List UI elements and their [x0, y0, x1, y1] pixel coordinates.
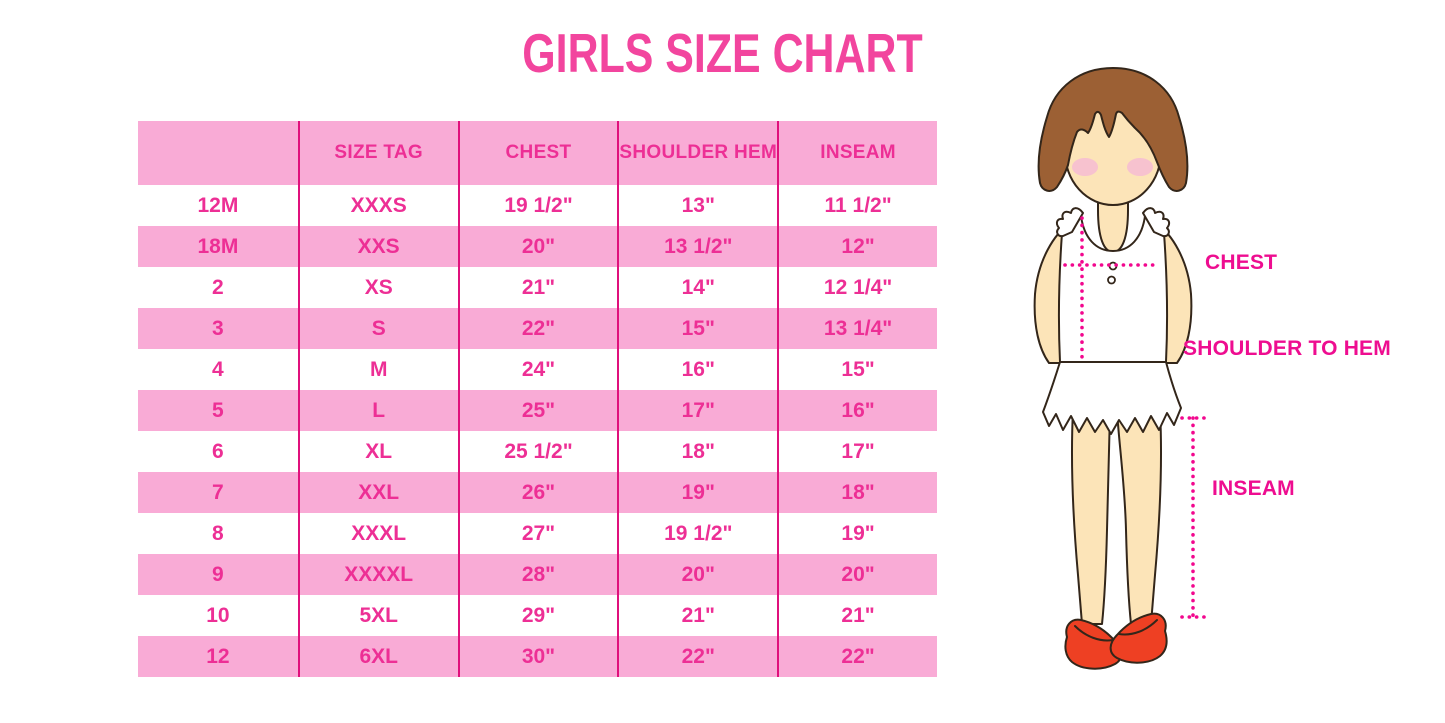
- table-row: 18M XXS 20" 13 1/2" 12": [138, 226, 937, 267]
- girl-blush-left: [1072, 158, 1098, 176]
- value-cell: 22": [617, 636, 777, 677]
- size-cell: 18M: [197, 234, 239, 258]
- header-cell-blank: [138, 121, 298, 185]
- table-header-row: SIZE TAG CHEST SHOULDER HEM INSEAM: [138, 121, 937, 185]
- value-cell: S: [297, 308, 458, 349]
- value-cell: 30": [457, 636, 618, 677]
- value-cell: 22": [457, 308, 618, 349]
- girls-size-table: SIZE TAG CHEST SHOULDER HEM INSEAM 12M XX…: [138, 121, 937, 677]
- value-cell: 27": [457, 513, 618, 554]
- value-cell: 21": [777, 595, 937, 636]
- girl-leg-right: [1116, 409, 1163, 625]
- header-cell-inseam: INSEAM: [777, 121, 937, 185]
- value-cell: 16": [617, 349, 777, 390]
- table-row: 4 M 24" 16" 15": [138, 349, 937, 390]
- value-cell: 13": [617, 185, 777, 226]
- shoulder-to-hem-label: SHOULDER TO HEM: [1183, 337, 1391, 360]
- table-row: 9 XXXXL 28" 20" 20": [138, 554, 937, 595]
- value-cell: 21": [457, 267, 618, 308]
- table-row: 10 5XL 29" 21" 21": [138, 595, 937, 636]
- chest-label: CHEST: [1205, 251, 1278, 274]
- size-cell: 9: [212, 562, 224, 586]
- girl-blush-right: [1127, 158, 1153, 176]
- value-cell: 20": [617, 554, 777, 595]
- girl-shoe-right: [1109, 612, 1168, 664]
- girl-top-button-2: [1107, 275, 1116, 285]
- value-cell: 15": [617, 308, 777, 349]
- value-cell: 20": [457, 226, 618, 267]
- value-cell: 29": [457, 595, 618, 636]
- value-cell: XXXS: [297, 185, 458, 226]
- size-cell: 3: [212, 316, 224, 340]
- value-cell: 19 1/2": [617, 513, 777, 554]
- girl-shoe-right-strap: [1118, 619, 1158, 636]
- table-row: 3 S 22" 15" 13 1/4": [138, 308, 937, 349]
- value-cell: 25": [457, 390, 618, 431]
- value-cell: 12 1/4": [777, 267, 937, 308]
- value-cell: XXS: [297, 226, 458, 267]
- value-cell: 18": [777, 472, 937, 513]
- size-cell: 2: [212, 275, 224, 299]
- size-cell: 8: [212, 521, 224, 545]
- girl-skirt: [1042, 361, 1182, 435]
- value-cell: L: [297, 390, 458, 431]
- value-cell: XXL: [297, 472, 458, 513]
- header-cell-size-tag: SIZE TAG: [297, 121, 458, 185]
- value-cell: 13 1/2": [617, 226, 777, 267]
- table-row: 12 6XL 30" 22" 22": [138, 636, 937, 677]
- value-cell: 12": [777, 226, 937, 267]
- value-cell: M: [297, 349, 458, 390]
- girl-ruffle-right: [1142, 207, 1171, 238]
- table-row: 8 XXXL 27" 19 1/2" 19": [138, 513, 937, 554]
- size-cell: 4: [212, 357, 224, 381]
- size-cell: 6: [212, 439, 224, 463]
- value-cell: 25 1/2": [457, 431, 618, 472]
- value-cell: XS: [297, 267, 458, 308]
- header-cell-chest: CHEST: [457, 121, 618, 185]
- size-cell: 5: [212, 398, 224, 422]
- value-cell: 18": [617, 431, 777, 472]
- size-cell: 12: [206, 644, 230, 668]
- girl-leg-left: [1070, 409, 1111, 625]
- girl-top: [1057, 215, 1169, 363]
- value-cell: 15": [777, 349, 937, 390]
- value-cell: 17": [777, 431, 937, 472]
- value-cell: XXXXL: [297, 554, 458, 595]
- value-cell: 17": [617, 390, 777, 431]
- table-row: 12M XXXS 19 1/2" 13" 11 1/2": [138, 185, 937, 226]
- value-cell: 20": [777, 554, 937, 595]
- size-cell: 10: [206, 603, 230, 627]
- table-row: 5 L 25" 17" 16": [138, 390, 937, 431]
- table-row: 2 XS 21" 14" 12 1/4": [138, 267, 937, 308]
- page-title: GIRLS SIZE CHART: [522, 22, 923, 84]
- value-cell: 19": [777, 513, 937, 554]
- size-cell: 7: [212, 480, 224, 504]
- inseam-label: INSEAM: [1212, 477, 1295, 500]
- value-cell: 22": [777, 636, 937, 677]
- value-cell: 14": [617, 267, 777, 308]
- size-table-body: 12M XXXS 19 1/2" 13" 11 1/2" 18M XXS 20" 13 1/2"…: [138, 185, 937, 677]
- girl-shoe-left-strap: [1074, 625, 1114, 642]
- value-cell: 28": [457, 554, 618, 595]
- value-cell: 13 1/4": [777, 308, 937, 349]
- size-cell: 12M: [197, 193, 239, 217]
- value-cell: 26": [457, 472, 618, 513]
- girl-ruffle-left: [1055, 207, 1084, 238]
- header-cell-shoulder-hem: SHOULDER HEM: [617, 121, 777, 185]
- value-cell: 5XL: [297, 595, 458, 636]
- table-row: 7 XXL 26" 19" 18": [138, 472, 937, 513]
- value-cell: 6XL: [297, 636, 458, 677]
- value-cell: 16": [777, 390, 937, 431]
- value-cell: 19 1/2": [457, 185, 618, 226]
- girl-figure-illustration: [1033, 67, 1206, 670]
- value-cell: 21": [617, 595, 777, 636]
- value-cell: 24": [457, 349, 618, 390]
- value-cell: 11 1/2": [777, 185, 937, 226]
- table-row: 6 XL 25 1/2" 18" 17": [138, 431, 937, 472]
- value-cell: 19": [617, 472, 777, 513]
- value-cell: XL: [297, 431, 458, 472]
- girl-hair: [1037, 67, 1189, 192]
- value-cell: XXXL: [297, 513, 458, 554]
